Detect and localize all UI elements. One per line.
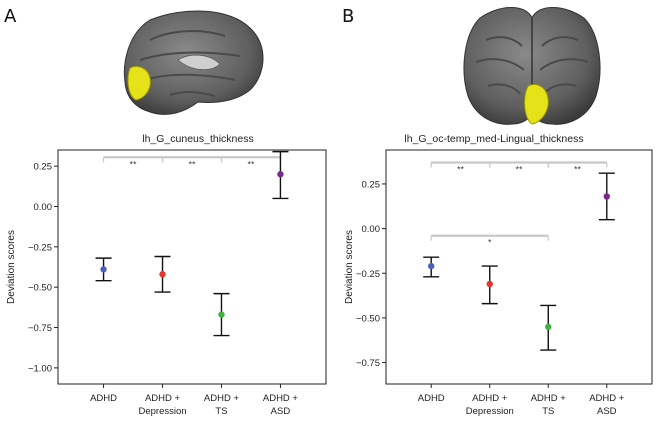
y-axis-label: Deviation scores [6,230,17,304]
significance-label: ** [188,159,196,169]
significance-label: ** [457,165,465,175]
x-tick-label: ASD [597,406,617,417]
y-tick-label: 0.25 [34,162,53,173]
x-tick-label: ADHD + [204,393,240,404]
y-tick-label: −0.75 [356,358,380,369]
brain-image-inferior [463,7,601,125]
y-tick-label: −0.50 [356,313,380,324]
x-tick-label: ADHD + [145,393,181,404]
mean-point [218,311,225,318]
mean-point [603,193,610,200]
x-tick-label: ADHD [90,393,117,404]
panel-letter-b: B [342,6,354,27]
y-tick-label: −0.25 [28,242,52,253]
x-tick-label: TS [215,406,227,417]
x-tick-label: Depression [138,406,186,417]
plot-b: 0.25 0.00 −0.25 −0.50 −0.75 ADHD ADHD + Depress… [356,161,625,417]
x-tick-label: Depression [466,406,514,417]
mean-point [428,262,435,270]
x-tick-label: ADHD [418,393,445,404]
y-tick-label: 0.25 [362,179,381,190]
plot-frame [57,149,327,385]
plot-a: 0.25 0.00 −0.25 −0.50 −0.75 −1.00 ADHD ADHD + De… [28,150,299,417]
x-tick-label: ADHD + [531,393,567,404]
y-tick-label: 0.00 [34,202,53,213]
brain-image-medial [123,10,264,115]
mean-point [277,171,284,178]
chart-title: lh_G_cuneus_thickness [142,133,254,145]
x-tick-label: ADHD + [589,393,625,404]
mean-point [486,280,493,288]
y-axis-label: Deviation scores [344,230,355,304]
chart-title: lh_G_oc-temp_med-Lingual_thickness [404,133,583,145]
significance-label: * [488,238,492,248]
y-tick-label: −0.25 [356,269,380,280]
highlight-region [127,65,151,101]
significance-label: ** [130,159,138,169]
y-tick-label: 0.00 [362,224,381,235]
y-tick-label: −0.75 [28,323,52,334]
x-tick-label: ADHD + [263,393,299,404]
x-tick-label: ADHD + [472,393,508,404]
highlight-region [524,84,549,125]
x-tick-label: ASD [271,406,291,417]
mean-point [545,323,552,331]
y-tick-label: −1.00 [28,363,52,374]
panel-b: B lh_G_oc-temp_med-Lingual_thickness Dev… [342,6,653,417]
significance-label: ** [247,159,255,169]
mean-point [159,271,166,278]
panel-letter-a: A [4,6,17,27]
x-tick-label: TS [542,406,554,417]
panel-a: A lh_G_cuneus_thickness Deviation scores… [4,6,327,417]
mean-point [100,266,107,273]
y-tick-label: −0.50 [28,283,52,294]
significance-label: ** [574,165,582,175]
significance-label: ** [515,165,523,175]
plot-frame [385,149,653,385]
